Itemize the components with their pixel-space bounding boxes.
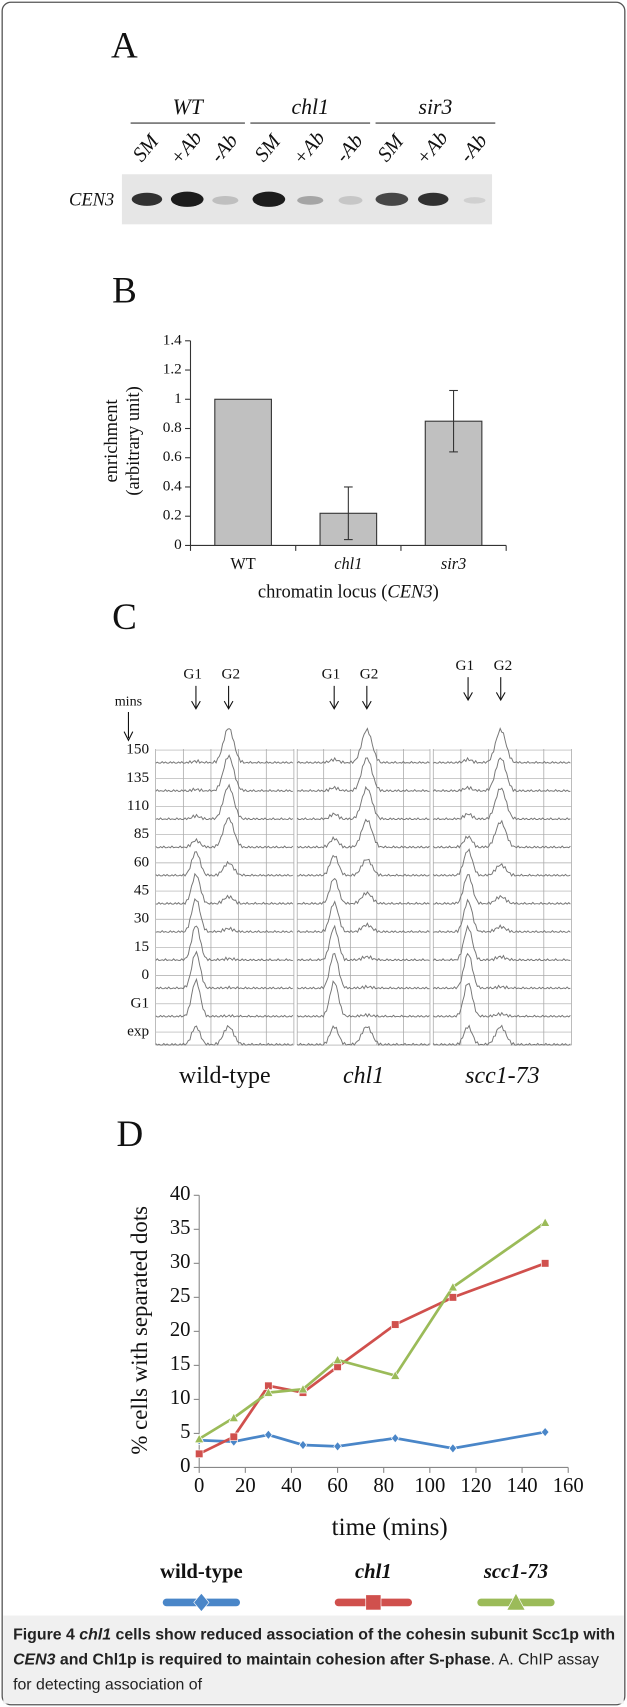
x-tick-label: sir3: [441, 554, 466, 573]
row-label: 60: [134, 853, 150, 870]
row-label: 15: [134, 938, 150, 955]
y-tick-label: 0: [174, 536, 182, 553]
marker: [366, 1595, 381, 1610]
x-axis-label-part: ): [433, 583, 439, 603]
x-tick-label: chl1: [334, 554, 362, 573]
y-tick-label: 30: [170, 1251, 191, 1273]
x-tick-label: 40: [281, 1475, 302, 1497]
x-tick-label: 100: [414, 1475, 445, 1497]
y-tick-label: 0.6: [163, 448, 182, 465]
time-label: mins: [115, 693, 143, 709]
legend-label: scc1-73: [483, 1561, 548, 1583]
row-label: 0: [142, 966, 150, 983]
marker: [391, 1321, 399, 1329]
peak-label: G2: [494, 657, 513, 674]
column-label: chl1: [343, 1063, 384, 1089]
group-label: WT: [173, 95, 205, 119]
marker: [230, 1433, 238, 1441]
x-tick-label: 20: [235, 1475, 256, 1497]
y-axis-label: enrichment(arbitrary unit): [102, 386, 144, 495]
y-tick-label: 0.2: [163, 507, 182, 524]
y-axis-label-line: enrichment: [102, 398, 122, 482]
y-tick-label: 1: [174, 390, 182, 407]
marker: [449, 1294, 457, 1302]
column-label: scc1-73: [465, 1063, 539, 1089]
row-label: 110: [127, 797, 150, 814]
panel-label: D: [116, 1114, 143, 1155]
y-tick-label: 0.8: [163, 419, 182, 436]
y-axis-label-line: (arbitrary unit): [124, 386, 144, 495]
row-label: exp: [127, 1023, 149, 1040]
y-tick-label: 0: [180, 1455, 190, 1477]
figure: A CEN3 B C mins D Figure 4 chl1 cells sh…: [0, 0, 627, 1707]
caption: Figure 4 chl1 cells show reduced associa…: [13, 1623, 618, 1705]
legend-label: wild-type: [160, 1561, 243, 1583]
y-tick-label: 1.2: [163, 361, 182, 378]
y-tick-label: 25: [170, 1285, 191, 1307]
y-tick-label: 0.4: [163, 477, 182, 494]
caption-title: chl1: [79, 1626, 111, 1643]
caption-title: cells show reduced association of the co…: [111, 1626, 615, 1643]
row-label: CEN3: [69, 191, 114, 211]
caption-title: and Chl1p is required to maintain cohesi…: [55, 1651, 490, 1668]
y-axis-label: % cells with separated dots: [127, 1206, 152, 1455]
caption-title: CEN3: [13, 1651, 55, 1668]
x-tick-label: 60: [327, 1475, 348, 1497]
x-tick-label: 120: [460, 1475, 491, 1497]
frame: [2, 2, 625, 1704]
group-label: sir3: [418, 95, 452, 119]
x-tick-label: 140: [507, 1475, 538, 1497]
x-axis-label: chromatin locus (CEN3): [258, 583, 439, 603]
x-tick-label: 80: [373, 1475, 394, 1497]
caption-label: Figure 4: [13, 1626, 75, 1643]
peak-label: G2: [360, 665, 379, 682]
x-tick-label: WT: [230, 554, 255, 573]
legend-label: chl1: [355, 1561, 392, 1583]
bar: [215, 399, 272, 545]
panel-label: A: [111, 26, 138, 67]
x-tick-label: 160: [553, 1475, 584, 1497]
marker: [195, 1450, 203, 1458]
group-label: chl1: [291, 95, 328, 119]
panel-label: C: [112, 597, 137, 638]
y-tick-label: 40: [170, 1183, 191, 1205]
peak-label: G1: [322, 665, 341, 682]
marker: [541, 1260, 549, 1268]
row-label: G1: [131, 994, 150, 1011]
row-label: 30: [134, 910, 150, 927]
peak-label: G2: [221, 665, 240, 682]
y-tick-label: 35: [170, 1217, 191, 1239]
x-tick-label: 0: [194, 1475, 204, 1497]
caption-text: Figure 4 chl1 cells show reduced associa…: [13, 1623, 618, 1698]
x-axis-label: time (mins): [332, 1514, 448, 1541]
x-axis-label-part: CEN3: [387, 583, 432, 603]
row-label: 85: [134, 825, 150, 842]
y-tick-label: 1.4: [163, 331, 182, 348]
peak-label: G1: [183, 665, 202, 682]
peak-label: G1: [456, 657, 475, 674]
y-tick-label: 5: [180, 1421, 190, 1443]
row-label: 150: [126, 741, 149, 758]
y-tick-label: 15: [170, 1353, 191, 1375]
y-tick-label: 10: [170, 1387, 191, 1409]
x-axis-label-part: chromatin locus (: [258, 583, 387, 603]
row-label: 45: [134, 882, 150, 899]
column-label: wild-type: [179, 1063, 271, 1089]
y-tick-label: 20: [170, 1319, 191, 1341]
page: A CEN3 B C mins D Figure 4 chl1 cells sh…: [0, 0, 627, 1707]
row-label: 135: [126, 769, 149, 786]
panel-label: B: [112, 270, 137, 311]
